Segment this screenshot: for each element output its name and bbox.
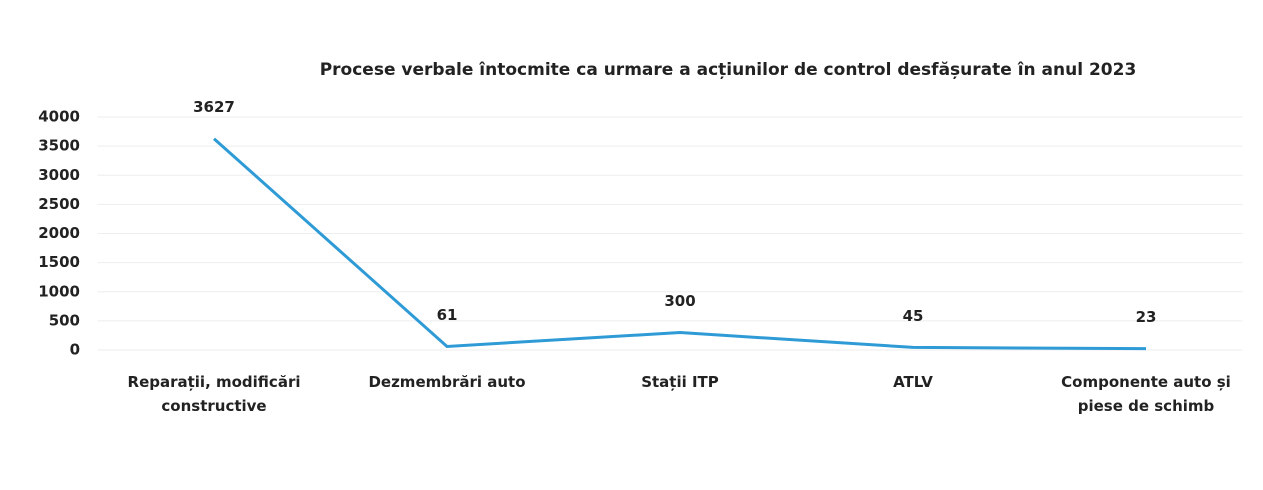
data-label: 23 [1136,308,1157,326]
x-tick-label: Componente auto și piese de schimb [1061,373,1231,415]
x-tick-label: Reparații, modificări constructive [127,373,301,415]
data-label: 45 [903,307,924,325]
x-tick-label: ATLV [893,373,933,391]
x-tick-label: Stații ITP [641,373,719,391]
y-tick-label: 2500 [38,195,80,213]
y-tick-label: 3500 [38,137,80,155]
chart-title: Procese verbale întocmite ca urmare a ac… [320,60,1137,80]
y-tick-label: 4000 [38,108,80,126]
y-tick-label: 500 [49,311,80,329]
y-tick-label: 2000 [38,224,80,242]
data-label: 3627 [193,98,235,116]
x-tick-label: Dezmembrări auto [368,373,526,391]
y-tick-label: 1500 [38,253,80,271]
y-tick-label: 3000 [38,166,80,184]
data-label: 61 [437,306,458,324]
y-tick-label: 1000 [38,282,80,300]
line [213,137,1147,351]
data-label: 300 [664,292,695,310]
y-tick-label: 0 [70,341,80,359]
